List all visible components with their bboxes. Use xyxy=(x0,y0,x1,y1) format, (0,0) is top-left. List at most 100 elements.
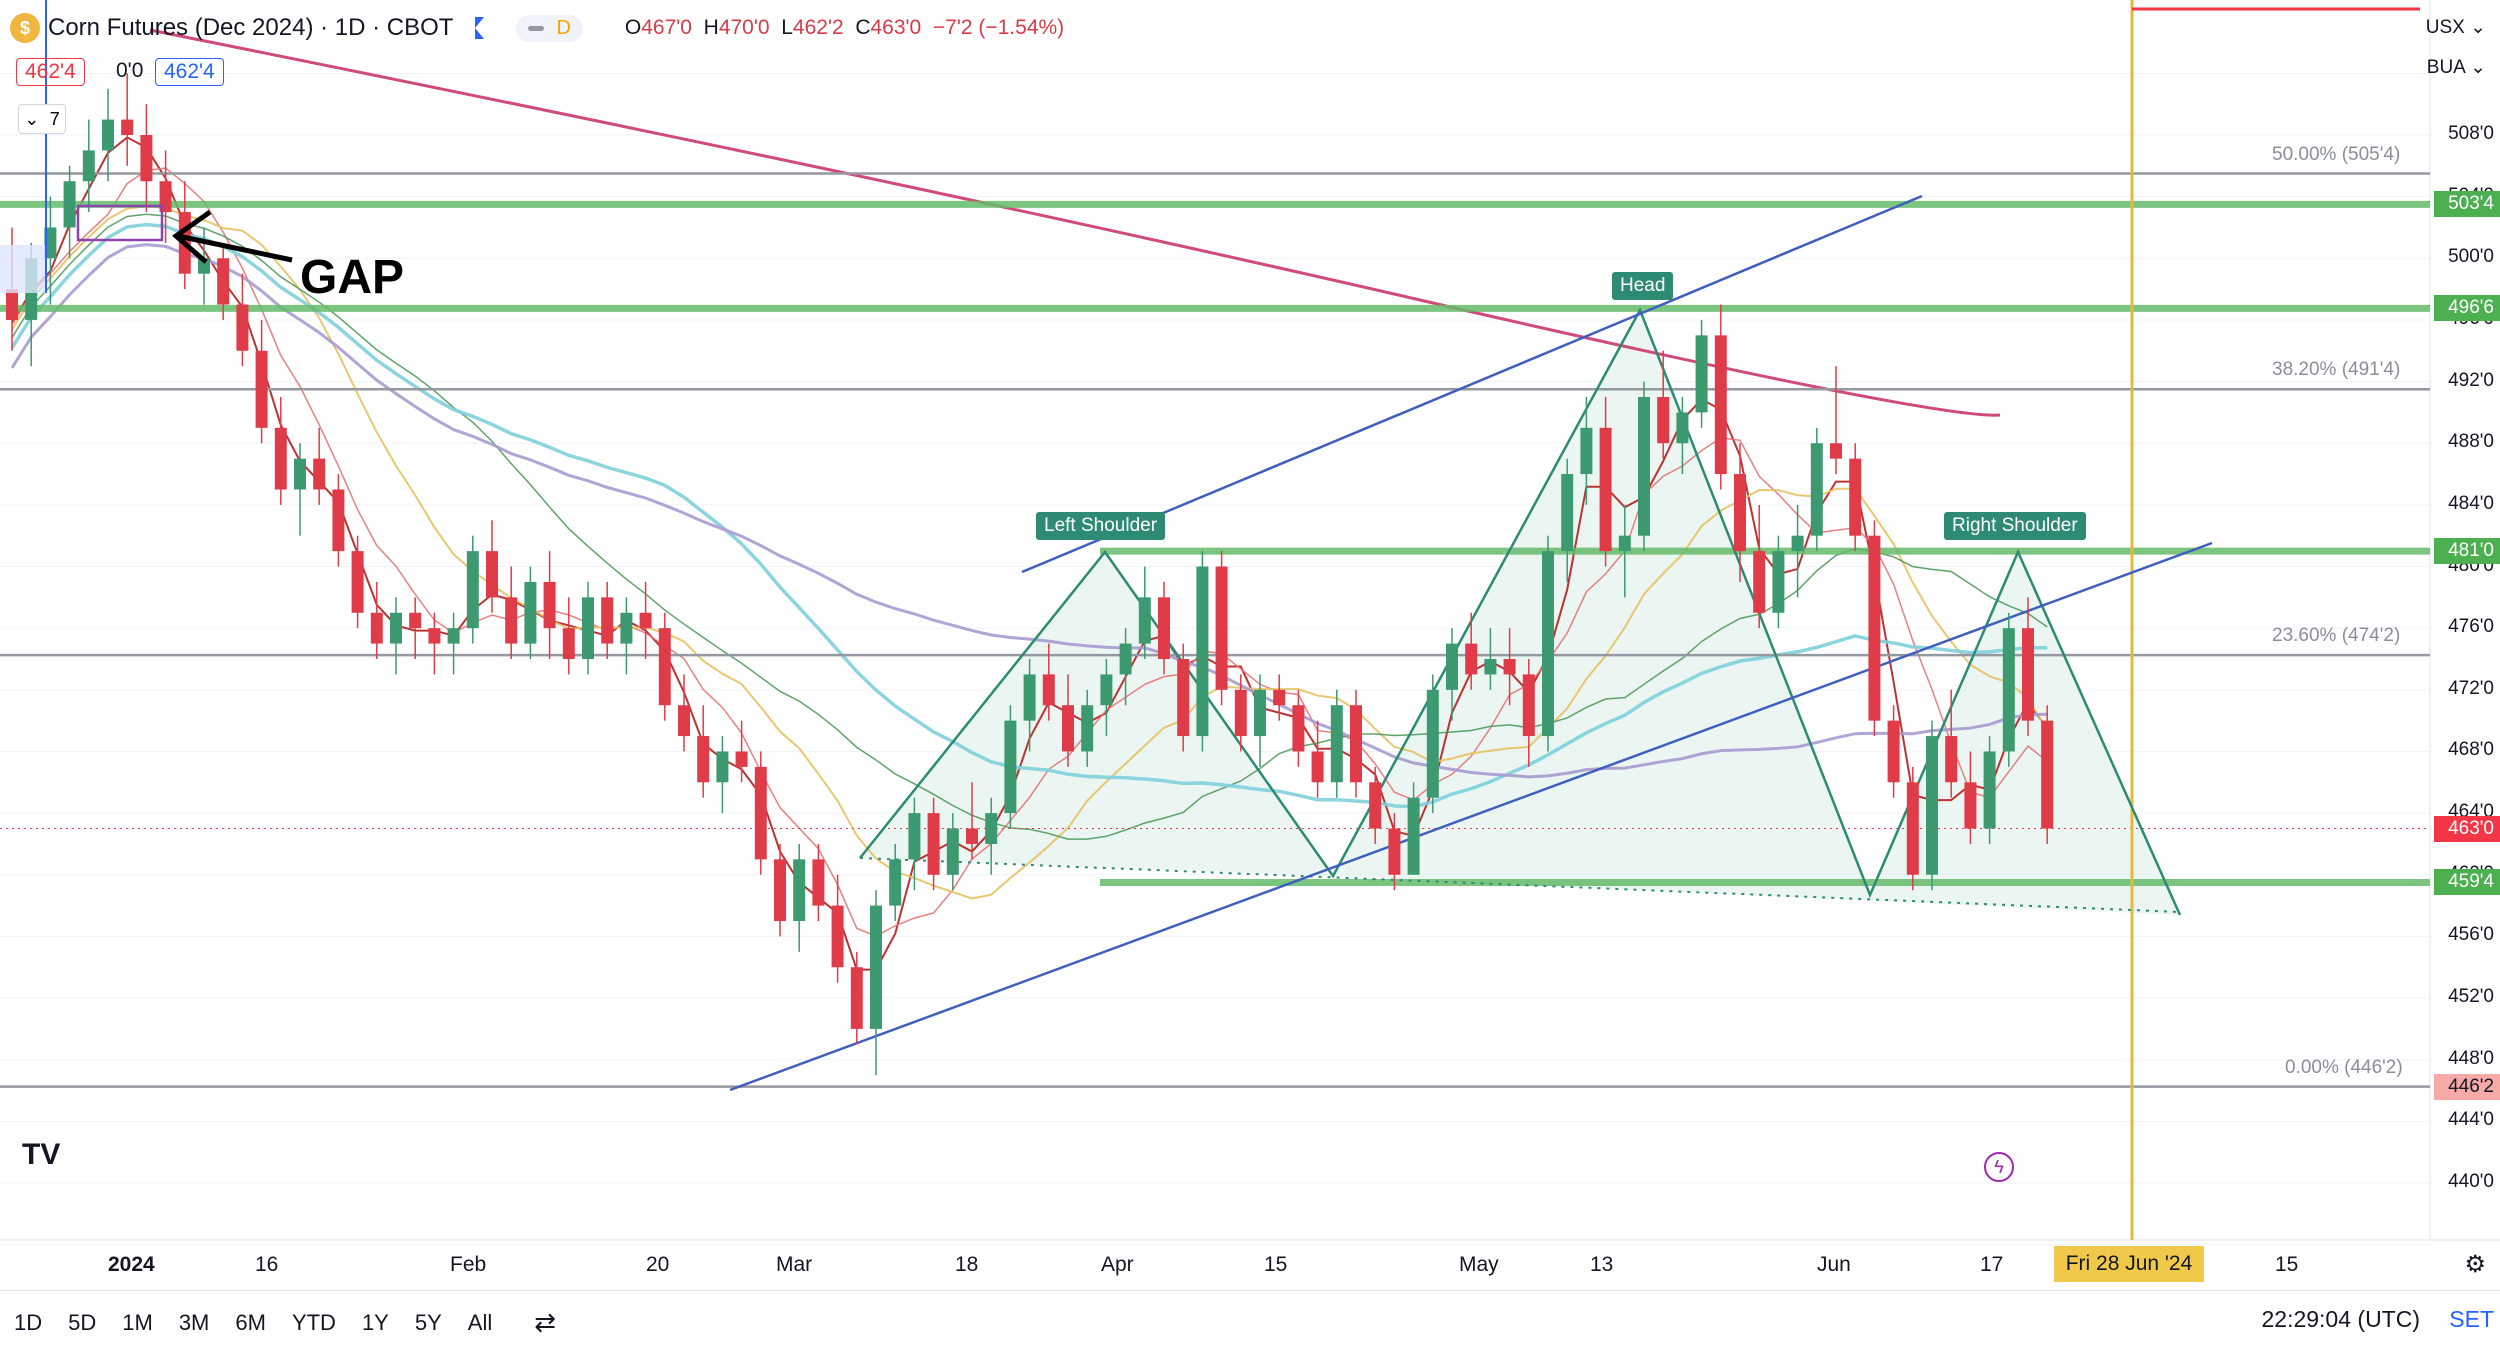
candle-body xyxy=(1119,643,1132,675)
price-tag: 459'4 xyxy=(2434,869,2500,896)
candle-body xyxy=(1234,689,1247,737)
candle-body xyxy=(1330,705,1343,783)
candle-body xyxy=(1964,782,1977,829)
right-shoulder-label[interactable]: Right Shoulder xyxy=(1944,512,2086,540)
symbol-title[interactable]: Corn Futures (Dec 2024) · 1D · CBOT xyxy=(48,14,454,41)
settings-button[interactable]: SET xyxy=(2449,1306,2494,1332)
range-highlight xyxy=(0,245,46,293)
chevron-down-icon: ⌄ xyxy=(24,108,40,129)
interval-pill[interactable]: D xyxy=(516,14,583,42)
candle-body xyxy=(1714,335,1727,475)
sell-button[interactable]: 462'4 xyxy=(16,58,85,86)
range-button[interactable]: All xyxy=(467,1309,493,1335)
candle-body xyxy=(1273,689,1286,706)
flag-icon[interactable] xyxy=(475,17,485,39)
price-axis-label: 488'0 xyxy=(2448,431,2494,453)
date-label: May xyxy=(1459,1253,1499,1276)
head-shoulders-line xyxy=(859,307,2182,916)
candle-body xyxy=(2022,628,2034,721)
interval-badge: D xyxy=(556,16,571,39)
candle-body xyxy=(1465,643,1478,675)
candle-body xyxy=(1849,458,1862,536)
date-label: 17 xyxy=(1980,1253,2004,1276)
candle-body xyxy=(1369,782,1382,829)
candle-body xyxy=(1081,705,1094,752)
candle-body xyxy=(1618,535,1631,552)
lightning-icon[interactable]: ϟ xyxy=(1984,1152,2014,1182)
candle-body xyxy=(1503,659,1516,675)
price-axis-label: 444'0 xyxy=(2448,1109,2494,1131)
candle-body xyxy=(486,551,498,598)
candle-body xyxy=(466,551,479,629)
candle-body xyxy=(793,859,806,921)
candle-body xyxy=(754,766,767,860)
range-button[interactable]: 1M xyxy=(122,1309,153,1335)
candle-body xyxy=(889,859,902,906)
candle-body xyxy=(1023,674,1036,721)
high-value: 470'0 xyxy=(718,16,770,39)
candle-body xyxy=(1004,720,1017,814)
range-button[interactable]: 5D xyxy=(68,1309,97,1335)
left-shoulder-label[interactable]: Left Shoulder xyxy=(1036,512,1166,540)
range-button[interactable]: 5Y xyxy=(414,1309,442,1335)
date-label: 2024 xyxy=(108,1253,155,1276)
candle-body xyxy=(428,628,441,644)
candle-body xyxy=(582,597,594,659)
candle-body xyxy=(198,258,210,274)
candle-body xyxy=(1388,828,1401,875)
range-button[interactable]: 6M xyxy=(235,1309,266,1335)
price-axis-label: 452'0 xyxy=(2448,986,2494,1008)
range-button[interactable]: 1Y xyxy=(361,1309,389,1335)
moving-average-line xyxy=(10,243,2048,779)
moving-average-line xyxy=(11,205,2049,900)
date-label: Apr xyxy=(1101,1253,1134,1276)
candle-body xyxy=(370,612,383,644)
currency-selector[interactable]: USX ⌄ xyxy=(2425,17,2486,38)
chart-header: $ Corn Futures (Dec 2024) · 1D · CBOT D … xyxy=(0,0,1064,56)
price-tag: 503'4 xyxy=(2434,191,2500,218)
candle-body xyxy=(1292,705,1305,752)
price-axis-label: 440'0 xyxy=(2448,1171,2494,1192)
candle-body xyxy=(601,597,614,644)
candle-body xyxy=(1042,674,1055,706)
unit-selector[interactable]: BUA ⌄ xyxy=(2426,57,2486,78)
moving-average-line xyxy=(11,213,2048,840)
moving-average-line xyxy=(10,222,2048,809)
price-axis-label: 476'0 xyxy=(2448,616,2494,638)
candle-body xyxy=(774,859,786,921)
date-label: 13 xyxy=(1590,1253,1614,1276)
candle-body xyxy=(217,258,230,305)
compare-icon[interactable]: ⇄ xyxy=(534,1307,557,1337)
candle-body xyxy=(1810,443,1823,536)
date-label: 15 xyxy=(1264,1253,1288,1276)
neckline xyxy=(859,857,2181,913)
collapse-legend-button[interactable]: ⌄ 7 xyxy=(18,104,66,134)
candle-body xyxy=(1254,689,1266,737)
moving-average-200-line xyxy=(149,28,2001,417)
tradingview-logo-icon[interactable]: TV xyxy=(22,1138,61,1171)
date-label: 15 xyxy=(2275,1253,2299,1276)
candle-body xyxy=(1522,674,1535,737)
candle-body xyxy=(140,135,153,182)
buy-button[interactable]: 462'4 xyxy=(155,58,224,86)
candle-body xyxy=(351,551,364,613)
clock[interactable]: 22:29:04 (UTC) xyxy=(2261,1306,2420,1332)
range-button[interactable]: YTD xyxy=(291,1309,336,1335)
candle-body xyxy=(409,612,422,629)
candle-body xyxy=(44,227,57,259)
settings-gear-icon[interactable]: ⚙ xyxy=(2464,1251,2486,1278)
upper-trendline xyxy=(1021,194,1923,574)
gap-box xyxy=(76,204,164,242)
candle-body xyxy=(870,905,882,1029)
range-button[interactable]: 3M xyxy=(178,1309,210,1335)
open-value: 467'0 xyxy=(641,16,692,39)
range-button[interactable]: 1D xyxy=(14,1309,43,1335)
lower-trendline xyxy=(729,541,2213,1092)
candle-body xyxy=(1062,705,1074,752)
candle-body xyxy=(1734,474,1746,552)
candle-body xyxy=(1446,643,1458,690)
close-value: 463'0 xyxy=(870,16,922,39)
head-label[interactable]: Head xyxy=(1612,272,1674,300)
cursor-date-label: Fri 28 Jun '24 xyxy=(2054,1246,2204,1282)
